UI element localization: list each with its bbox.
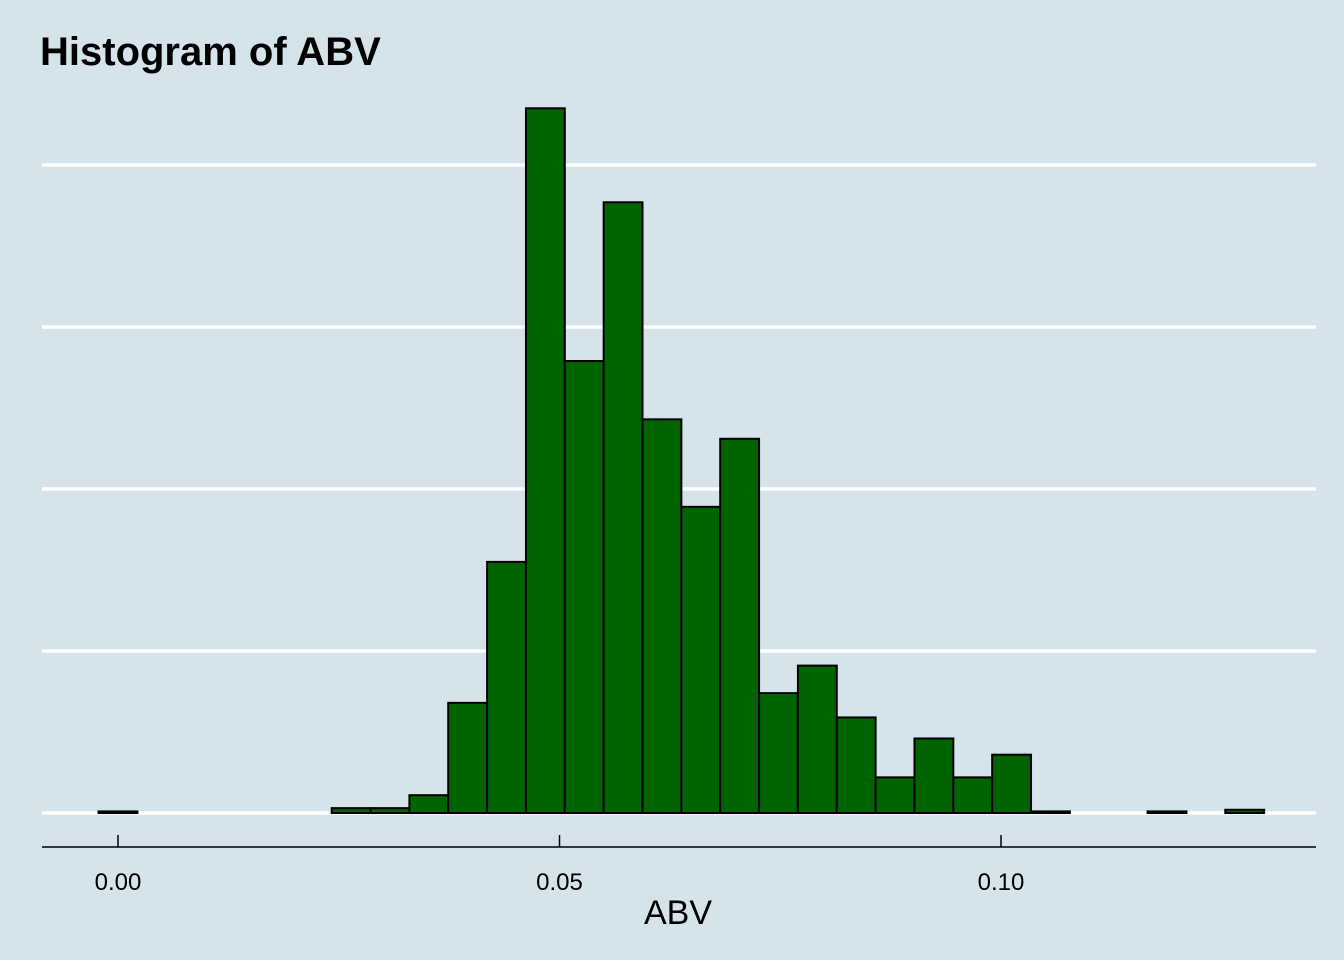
histogram-bar [408,794,450,814]
x-axis: 0.00 0.05 0.10 [42,835,1316,896]
x-axis-title: ABV [644,894,712,932]
histogram-bar [991,753,1033,814]
histogram-bar [719,437,761,814]
histogram-bar [796,664,838,815]
x-tick-label: 0.00 [95,869,142,896]
histogram-bars [97,107,1266,815]
histogram-bar [330,807,372,815]
histogram-bar [952,776,994,814]
histogram-bar [486,560,527,815]
chart-title: Histogram of ABV [40,30,381,74]
x-tick-label: 0.10 [978,869,1025,896]
histogram-bar [602,201,644,814]
histogram-bar [874,776,916,814]
histogram-bar [835,716,877,814]
histogram-bar [563,360,605,814]
histogram-bar [1224,808,1266,815]
histogram-bar [913,737,955,814]
histogram-bar [758,692,799,814]
histogram-bar [447,701,489,815]
histogram-bar [1146,810,1188,815]
histogram-bar [641,418,683,814]
histogram-bar [97,810,139,815]
histogram-bar [369,807,411,815]
x-tick-label: 0.05 [536,869,583,896]
histogram-bar [524,107,566,815]
histogram-bar [1030,810,1071,815]
histogram-bar [680,505,722,814]
